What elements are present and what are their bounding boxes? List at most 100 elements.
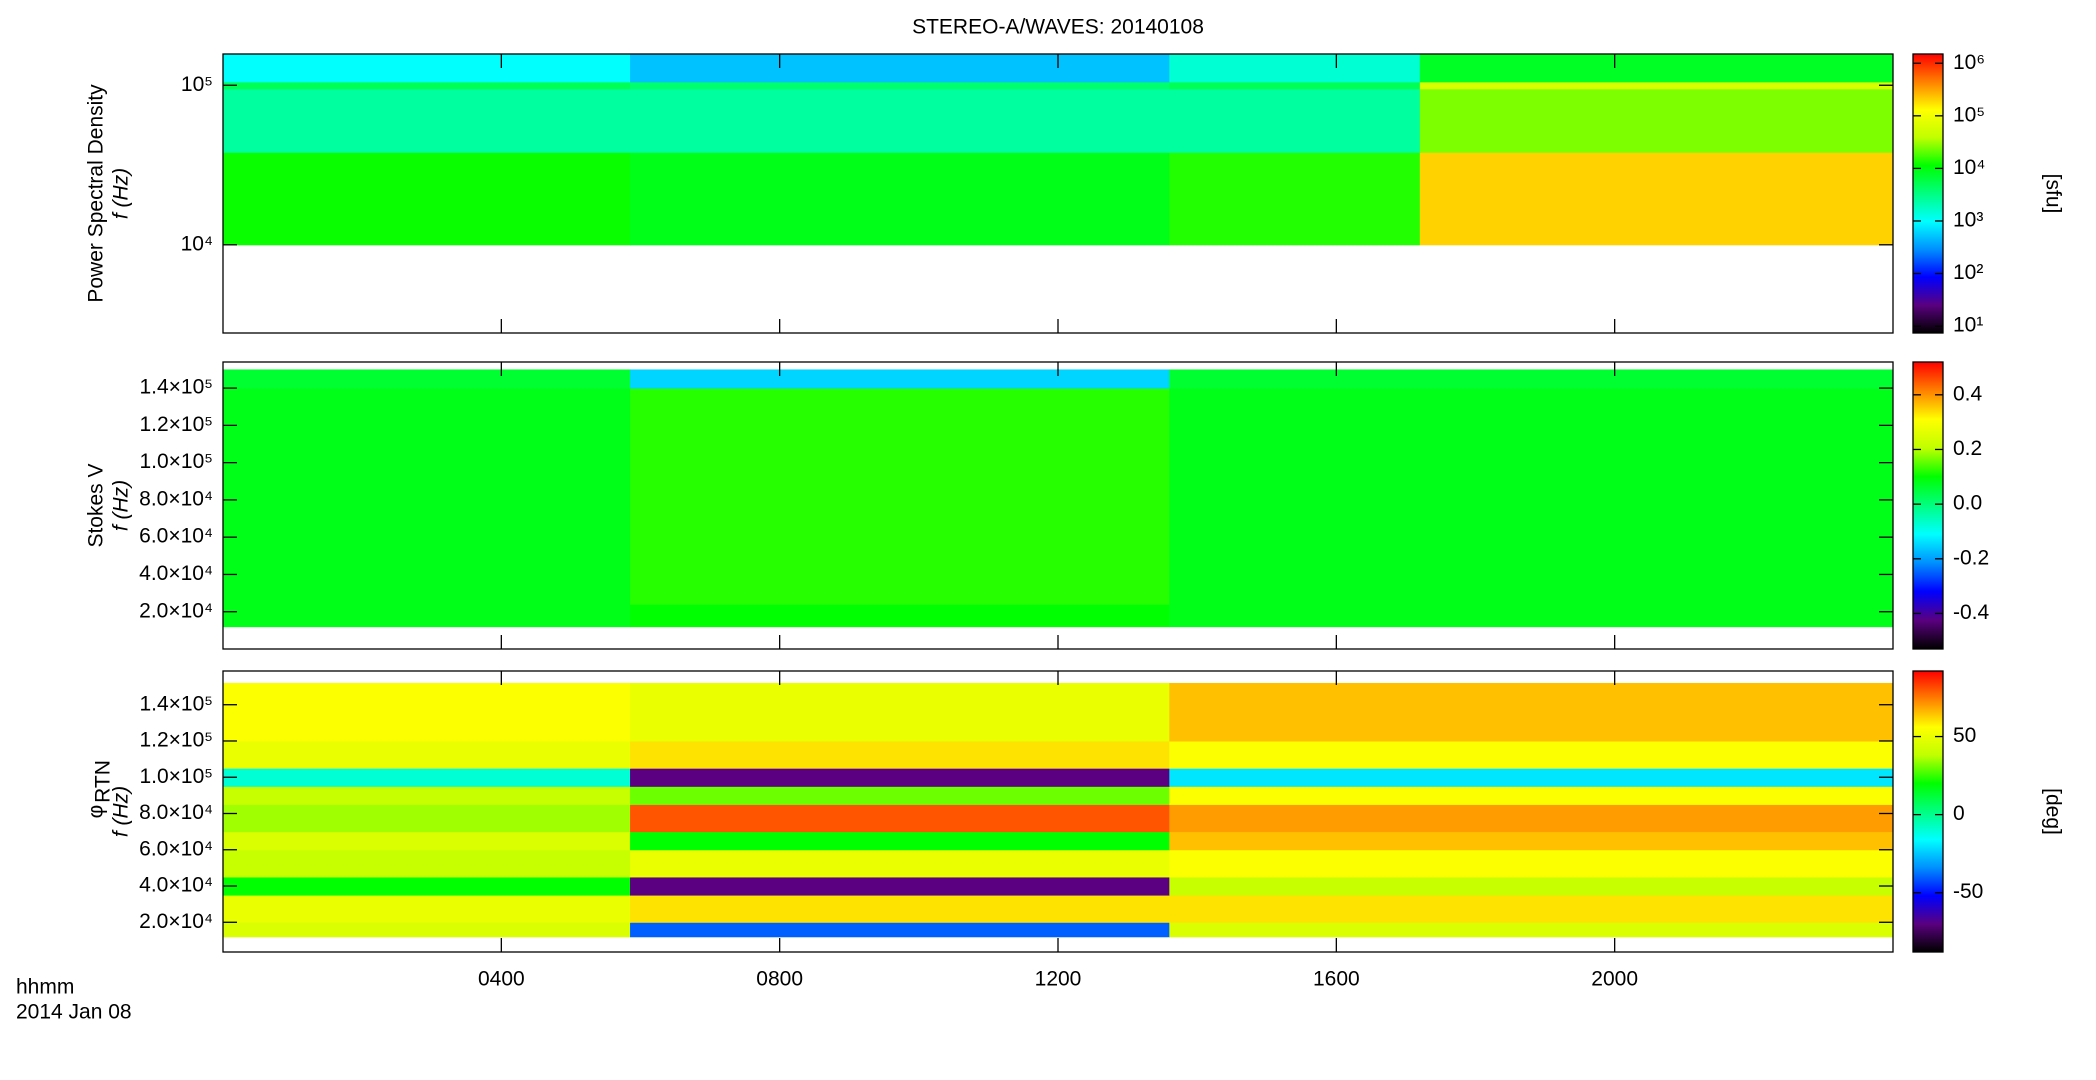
spectrogram-cell [630, 831, 1170, 851]
spectrogram-cell [223, 768, 631, 787]
colorbar-tick-label: 10³ [1953, 209, 1983, 232]
spectrogram-cell [630, 849, 1170, 878]
y-axis-label: f (Hz) [110, 168, 133, 219]
colorbar-frame [1912, 361, 1944, 650]
y-tick-label: 6.0×10⁴ [139, 837, 213, 860]
spectrogram-cell [223, 876, 631, 896]
colorbar-tick-label: 10⁴ [1953, 156, 1985, 179]
spectrogram-cell [1419, 88, 1894, 153]
spectrogram-cell [223, 786, 631, 805]
y-tick-label: 1.4×10⁵ [139, 376, 213, 399]
colorbar-tick-label: 10¹ [1953, 314, 1983, 337]
spectrogram-cell [630, 786, 1170, 805]
x-tick-label: 0400 [478, 968, 525, 991]
spectrogram-cell [1419, 81, 1894, 90]
spectrogram-cell [223, 831, 631, 851]
y-tick-label: 10⁴ [181, 232, 213, 255]
spectrogram-cell [1419, 152, 1894, 246]
colorbar-tick-label: 10⁶ [1953, 51, 1985, 74]
colorbar-tick-label: -0.4 [1953, 601, 1990, 624]
spectrogram-cell [630, 388, 1170, 605]
spectrogram-cell [630, 804, 1170, 833]
spectrogram-cell [1169, 369, 1894, 389]
colorbar-tick-label: 50 [1953, 724, 1976, 747]
spectrogram-cell [1169, 54, 1421, 83]
colorbar-tick-label: 0.2 [1953, 437, 1982, 460]
y-tick-label: 10⁵ [181, 73, 213, 96]
spectrogram-cell [630, 81, 1170, 90]
spectrogram-cell [1169, 604, 1894, 628]
colorbar-tick-label: 10² [1953, 261, 1983, 284]
colorbar [1913, 54, 1943, 333]
spectrogram-cell [223, 388, 631, 605]
spectrogram-cell [1169, 804, 1894, 833]
y-axis-label: Power Spectral Density [85, 84, 108, 303]
spectrogram-cell [223, 849, 631, 878]
spectrogram-cell [1169, 922, 1894, 938]
spectrogram-cell [630, 740, 1170, 769]
colorbar-label: [sfu] [2041, 174, 2064, 214]
spectrogram-cell [1169, 740, 1894, 769]
colorbar-tick-label: 0.0 [1953, 492, 1982, 515]
spectrogram-cell [1169, 849, 1894, 878]
y-axis-label: φ [85, 805, 108, 819]
colorbar-frame [1912, 53, 1944, 334]
spectrogram-cell [630, 369, 1170, 389]
spectrogram-cell [223, 604, 631, 628]
spectrogram-cell [1169, 152, 1421, 246]
spectrogram-cell [223, 804, 631, 833]
spectrogram-cell [223, 88, 631, 153]
spectrogram-cell [1169, 768, 1894, 787]
y-axis-label: f (Hz) [110, 786, 133, 837]
spectrogram-cell [1169, 831, 1894, 851]
spectrogram-cell [630, 604, 1170, 628]
spectrogram-cell [223, 740, 631, 769]
y-tick-label: 8.0×10⁴ [139, 487, 213, 510]
colorbar-tick-label: 0.4 [1953, 382, 1983, 405]
colorbar-frame [1912, 670, 1944, 953]
spectrogram-cell [1169, 682, 1894, 742]
y-axis-label-subscript: RTN [92, 760, 115, 803]
colorbar-label: [deg] [2041, 788, 2064, 835]
spectrogram-cell [630, 88, 1170, 153]
y-tick-label: 1.4×10⁵ [139, 692, 213, 715]
spectrogram-cell [1169, 88, 1421, 153]
spectrogram-cell [630, 922, 1170, 938]
spectrogram-cell [630, 895, 1170, 923]
y-tick-label: 8.0×10⁴ [139, 801, 213, 824]
y-tick-label: 1.0×10⁵ [139, 765, 213, 788]
colorbar-tick-label: 10⁵ [1953, 103, 1985, 126]
spectrogram-cell [630, 682, 1170, 742]
spectrogram-cell [223, 81, 631, 90]
spectrogram-cell [630, 152, 1170, 246]
spectrogram-cell [630, 876, 1170, 896]
spectrogram-cell [630, 54, 1170, 83]
spectrogram-cell [1169, 895, 1894, 923]
colorbar-tick-label: -50 [1953, 880, 1983, 903]
spectrogram-cell [1169, 388, 1894, 605]
y-tick-label: 2.0×10⁴ [139, 599, 213, 622]
spectrogram-cell [223, 682, 631, 742]
spectrogram-cell [223, 152, 631, 246]
x-tick-label: 2000 [1591, 968, 1638, 991]
spectrogram-cell [1169, 876, 1894, 896]
y-tick-label: 1.2×10⁵ [139, 413, 213, 436]
spectrogram-cell [1419, 54, 1894, 83]
spectrogram-cell [223, 54, 631, 83]
colorbar [1913, 671, 1943, 952]
colorbar-tick-label: 0 [1953, 802, 1965, 825]
spectrogram-cell [1169, 81, 1421, 90]
y-axis-label: f (Hz) [110, 480, 133, 531]
y-tick-label: 1.0×10⁵ [139, 450, 213, 473]
y-tick-label: 6.0×10⁴ [139, 525, 213, 548]
x-tick-label: 0800 [756, 968, 803, 991]
spectrogram-cell [223, 369, 631, 389]
y-axis-label: Stokes V [85, 463, 108, 547]
x-tick-label: 1200 [1035, 968, 1082, 991]
x-axis-label: hhmm [16, 976, 74, 999]
spectrogram-cell [223, 895, 631, 923]
spectrogram-cell [630, 768, 1170, 787]
date-label: 2014 Jan 08 [16, 1001, 132, 1024]
